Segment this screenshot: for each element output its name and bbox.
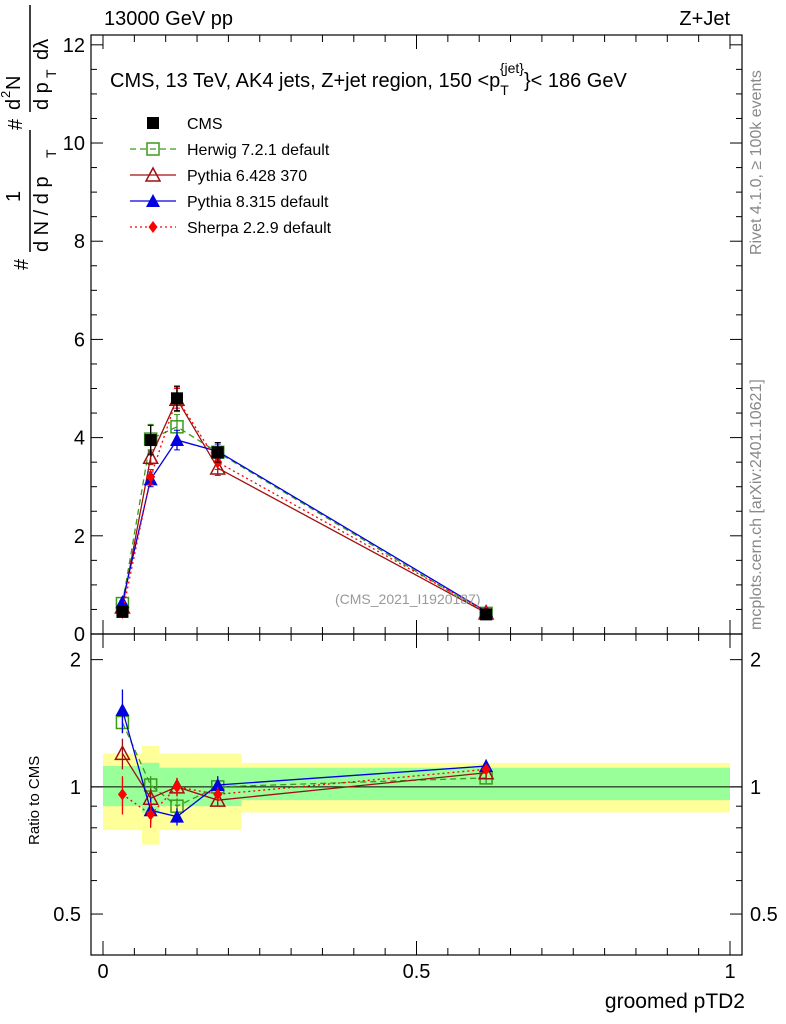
svg-text:#: # [5, 118, 27, 130]
x-tick-label: 1 [724, 961, 735, 983]
series-3 [115, 429, 494, 618]
data-point [115, 595, 130, 609]
svg-text:2: 2 [0, 91, 13, 98]
series-line [121, 426, 487, 614]
ratio-y-tick-label: 0.5 [53, 904, 81, 926]
series-line [121, 439, 487, 612]
legend-label: Herwig 7.2.1 default [187, 142, 330, 159]
legend-label: CMS [187, 116, 223, 133]
ratio-point [213, 788, 223, 801]
main-title: CMS, 13 TeV, AK4 jets, Z+jet region, 150… [110, 60, 627, 98]
legend-marker [148, 221, 158, 233]
svg-text:T: T [43, 149, 59, 158]
svg-text:N: N [3, 76, 25, 90]
upper-plot: 0 2 4 6 8 10 12 CMS Herwig 7.2.1 default Pythia 6… [63, 34, 743, 646]
x-axis-label: groomed pTD2 [605, 990, 745, 1013]
data-point [142, 448, 159, 464]
ratio-point [169, 809, 184, 823]
ratio-point [481, 763, 491, 776]
legend-marker [146, 194, 160, 207]
ratio-point [172, 780, 182, 793]
y-axis-title: # 1 d N / d p T # d 2 N d p T dλ [0, 5, 59, 270]
data-point [116, 605, 129, 618]
svg-text:1: 1 [3, 191, 25, 202]
svg-text:T: T [43, 69, 59, 78]
data-point [146, 470, 156, 483]
data-point [480, 608, 493, 621]
header-process: 13000 GeV pp [104, 8, 233, 30]
legend: CMS Herwig 7.2.1 default Pythia 6.428 370 P… [130, 116, 332, 237]
ratio-point [115, 703, 130, 717]
data-point [211, 446, 224, 459]
analysis-watermark: (CMS_2021_I1920187) [335, 591, 481, 607]
svg-text:d p: d p [31, 82, 53, 110]
ratio-y-tick-label-right: 1 [750, 777, 761, 799]
y-tick-label: 0 [74, 624, 85, 646]
ratio-point [117, 788, 127, 801]
svg-text:d: d [3, 99, 25, 110]
data-point [169, 433, 184, 447]
ratio-y-tick-label-right: 0.5 [750, 904, 778, 926]
ratio-point [209, 791, 226, 807]
legend-label: Pythia 8.315 default [187, 194, 329, 211]
x-tick-label: 0.5 [403, 961, 431, 983]
header-analysis: Z+Jet [679, 8, 730, 30]
svg-text:d N / d p: d N / d p [31, 176, 53, 252]
y-tick-label: 2 [74, 526, 85, 548]
svg-text:#: # [11, 258, 33, 270]
y-tick-label: 10 [63, 133, 85, 155]
ratio-y-tick-label: 1 [70, 777, 81, 799]
legend-marker [144, 166, 162, 182]
data-point [170, 392, 183, 405]
legend-label: Sherpa 2.2.9 default [187, 220, 332, 237]
y-tick-label: 4 [74, 428, 85, 450]
data-point [144, 434, 157, 447]
legend-label: Pythia 6.428 370 [187, 168, 307, 185]
series-0 [116, 385, 493, 621]
x-tick-label: 0 [97, 961, 108, 983]
y-tick-label: 6 [74, 329, 85, 351]
legend-marker [147, 117, 159, 129]
ratio-y-axis-label: Ratio to CMS [26, 756, 43, 845]
y-tick-label: 8 [74, 231, 85, 253]
svg-text:dλ: dλ [31, 39, 53, 60]
ratio-point [146, 808, 156, 821]
ratio-series-4 [117, 763, 491, 828]
legend-marker [146, 142, 160, 156]
data-point [209, 459, 226, 475]
ratio-point [477, 764, 495, 780]
ratio-plot: 0 0.5 1 0.5 0.5 1 1 2 2 [53, 633, 778, 983]
ratio-point [114, 744, 131, 761]
ratio-point [210, 778, 225, 792]
y-tick-label: 12 [63, 35, 85, 57]
ratio-y-tick-label-right: 2 [750, 650, 761, 672]
ratio-y-tick-label: 2 [70, 650, 81, 672]
